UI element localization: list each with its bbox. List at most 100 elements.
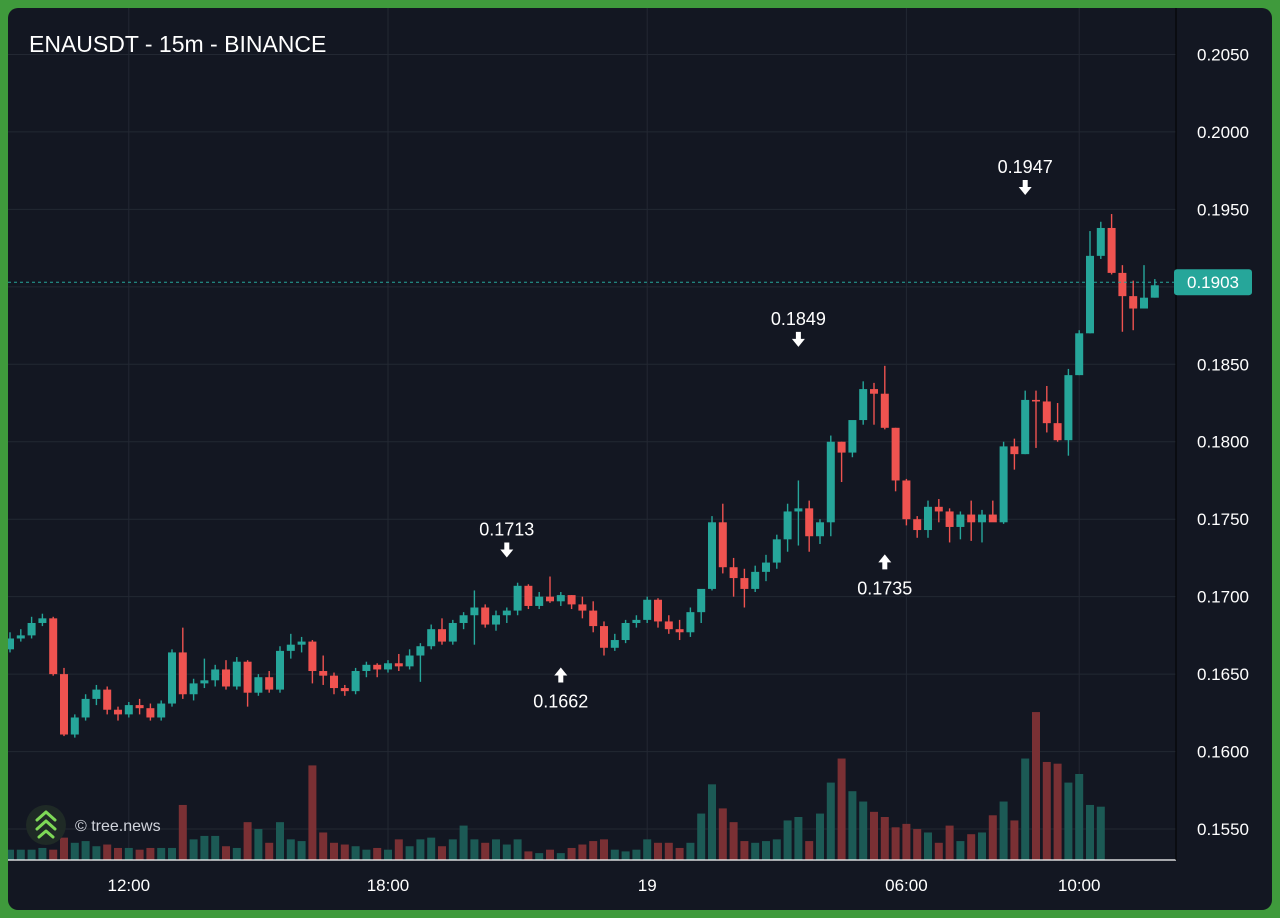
arrow-up-icon <box>878 554 892 570</box>
candle-body <box>870 389 878 394</box>
x-tick-label: 12:00 <box>108 876 151 895</box>
candlestick-chart[interactable]: 0.1713 0.1662 0.1849 0.1735 0.1947 0.2050 0.2… <box>8 8 1272 910</box>
volume-bar <box>686 842 695 860</box>
volume-bar <box>934 842 943 860</box>
candle-body <box>751 571 760 589</box>
candle-body <box>805 508 814 537</box>
candle-body <box>232 661 241 687</box>
candle-body <box>1010 446 1019 455</box>
volume-bar <box>189 839 198 860</box>
volume-bar <box>589 841 598 860</box>
watermark-text: © tree.news <box>75 818 161 835</box>
chart-title: ENAUSDT - 15m - BINANCE <box>29 31 326 57</box>
volume-bar <box>38 847 47 860</box>
candle-body <box>837 441 846 453</box>
volume-bar <box>178 804 187 860</box>
volume-bar <box>1042 761 1051 860</box>
volume-bar <box>459 825 468 860</box>
candle-body <box>330 675 338 689</box>
candle-body <box>945 511 954 527</box>
volume-bar <box>967 834 976 860</box>
candle-body <box>1075 333 1084 376</box>
candle-body <box>826 441 835 523</box>
volume-bar <box>1096 806 1105 860</box>
volume-bar <box>502 844 511 860</box>
volume-bar <box>913 829 922 860</box>
candle-body <box>394 663 403 667</box>
candle-body <box>103 689 112 710</box>
candle-body <box>621 622 630 641</box>
volume-bar <box>1032 712 1040 860</box>
volume-bar <box>92 846 101 860</box>
candle-body <box>1107 227 1116 273</box>
candle-body <box>1150 285 1159 298</box>
candle-body <box>1032 399 1040 402</box>
volume-bar <box>870 811 878 860</box>
y-tick-label: 0.1700 <box>1197 588 1249 607</box>
x-tick-label: 10:00 <box>1058 876 1101 895</box>
candle-body <box>8 638 14 650</box>
x-tick-label: 06:00 <box>885 876 928 895</box>
volume-bar <box>146 847 155 860</box>
candle-body <box>427 629 436 647</box>
volume-bar <box>438 846 446 860</box>
volume-bar <box>729 822 738 860</box>
candle-body <box>686 612 695 633</box>
volume-bar <box>124 847 133 860</box>
candle-body <box>1118 272 1127 297</box>
candle-body <box>178 652 187 695</box>
volume-bar <box>168 847 176 860</box>
arrow-down-icon <box>1018 180 1032 196</box>
volume-bar <box>762 841 770 860</box>
candle-body <box>146 708 155 718</box>
volume-bar <box>999 801 1008 860</box>
candle-body <box>114 709 122 715</box>
volume-bar <box>632 849 641 860</box>
volume-bar <box>470 839 479 860</box>
volume-bar <box>49 849 58 860</box>
volume-bar <box>265 842 274 860</box>
candle-body <box>762 562 770 572</box>
annotation-label: 0.1662 <box>533 692 588 712</box>
candle-body <box>254 677 263 693</box>
volume-bar <box>988 815 997 860</box>
volume-bar <box>1075 774 1084 860</box>
candle-body <box>891 427 900 481</box>
candle-body <box>589 610 598 627</box>
candle-body <box>546 596 554 602</box>
volume-bar <box>567 847 576 860</box>
candle-body <box>902 480 911 520</box>
volume-bar <box>600 839 608 860</box>
candle-body <box>934 506 943 512</box>
volume-bar <box>718 808 727 860</box>
volume-bars <box>8 712 1105 860</box>
candle-body <box>340 688 349 692</box>
volume-bar <box>772 839 781 860</box>
volume-bar <box>211 835 220 860</box>
y-tick-label: 0.1600 <box>1197 743 1249 762</box>
candle-body <box>492 615 500 625</box>
candle-body <box>967 514 976 523</box>
volume-bar <box>891 827 900 860</box>
candle-body <box>924 506 932 531</box>
candle-body <box>49 618 58 675</box>
volume-bar <box>222 846 230 860</box>
candle-body <box>880 393 889 428</box>
candle-body <box>92 689 101 699</box>
candles <box>8 214 1159 738</box>
volume-bar <box>481 842 490 860</box>
candle-body <box>438 629 446 642</box>
volume-bar <box>427 837 436 860</box>
annotation-label: 0.1713 <box>479 520 534 540</box>
candle-body <box>124 705 133 715</box>
arrow-down-icon <box>791 331 805 347</box>
candle-body <box>135 705 144 709</box>
candle-body <box>297 641 306 645</box>
volume-bar <box>816 813 824 860</box>
candle-body <box>1140 297 1148 309</box>
candle-body <box>999 446 1008 523</box>
volume-bar <box>276 822 284 860</box>
volume-bar <box>924 832 932 860</box>
candle-body <box>265 677 274 690</box>
volume-bar <box>535 853 544 860</box>
